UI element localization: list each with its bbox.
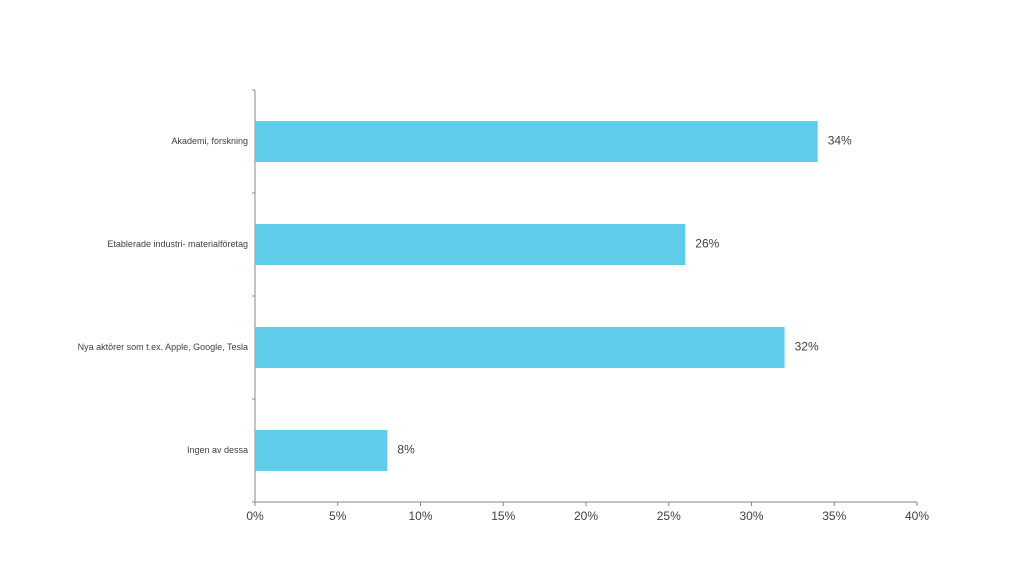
value-label: 32%: [795, 340, 819, 354]
value-label: 26%: [695, 237, 719, 251]
x-tick-label: 0%: [246, 509, 264, 523]
bar: [255, 430, 388, 471]
value-label: 8%: [397, 443, 415, 457]
x-tick-label: 35%: [822, 509, 846, 523]
x-tick-label: 25%: [657, 509, 681, 523]
value-label: 34%: [828, 134, 852, 148]
bar: [255, 327, 785, 368]
x-tick-label: 40%: [905, 509, 929, 523]
category-label: Nya aktörer som t.ex. Apple, Google, Tes…: [78, 342, 248, 352]
bar: [255, 121, 818, 162]
x-tick-label: 10%: [408, 509, 432, 523]
category-label: Akademi, forskning: [171, 136, 248, 146]
bar: [255, 224, 686, 265]
category-label: Ingen av dessa: [187, 445, 248, 455]
category-label: Etablerade industri- materialföretag: [107, 239, 248, 249]
x-tick-label: 20%: [574, 509, 598, 523]
x-tick-label: 5%: [329, 509, 347, 523]
x-tick-label: 15%: [491, 509, 515, 523]
x-tick-label: 30%: [739, 509, 763, 523]
